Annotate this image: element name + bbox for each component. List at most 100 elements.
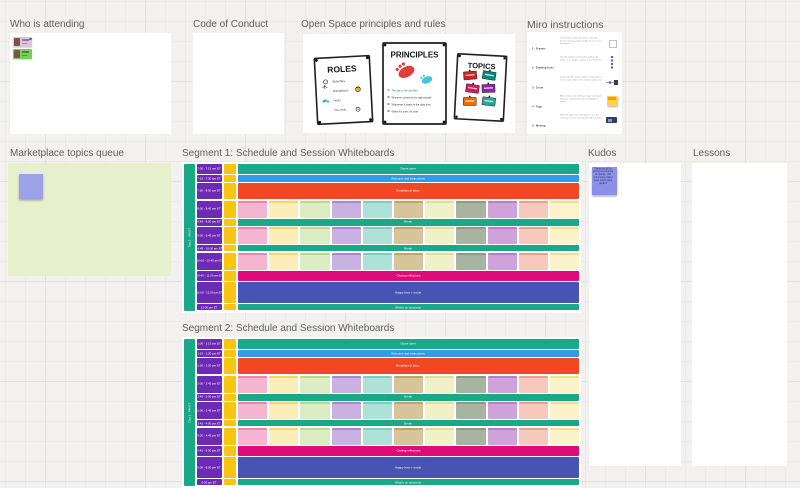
time-cell[interactable]: 10:45 - 11:00 am ET xyxy=(197,271,222,281)
schedule-band[interactable]: Happy hour + social xyxy=(238,457,579,479)
session-card[interactable] xyxy=(549,252,580,270)
session-card[interactable] xyxy=(393,252,424,270)
frame-marketplace-queue[interactable] xyxy=(8,163,171,276)
kudos-sticky-note[interactable]: Thank you all for joining and sharing so… xyxy=(592,167,617,195)
marketplace-sticky-note[interactable] xyxy=(19,174,43,199)
schedule-band[interactable]: What's on tomorrow xyxy=(238,304,579,311)
session-card[interactable] xyxy=(425,375,455,393)
schedule-band[interactable]: What's on tomorrow xyxy=(238,479,579,486)
time-cell[interactable]: 8:45 - 9:00 am ET xyxy=(197,219,222,226)
session-card[interactable] xyxy=(393,375,424,393)
session-card[interactable] xyxy=(549,427,580,445)
segment2-schedule-board[interactable]: Day 1 · PM ET 1:00 - 1:15 pm ET Doors open… xyxy=(182,337,581,488)
session-card[interactable] xyxy=(456,226,486,244)
session-card[interactable] xyxy=(331,427,361,445)
session-card[interactable] xyxy=(331,226,361,244)
schedule-band[interactable]: Closing reflections xyxy=(238,271,579,281)
schedule-band[interactable]: Break xyxy=(238,394,579,401)
session-card[interactable] xyxy=(518,401,548,419)
session-card[interactable] xyxy=(518,427,548,445)
flag-cell[interactable] xyxy=(224,245,236,252)
session-card[interactable] xyxy=(425,226,455,244)
flag-cell[interactable] xyxy=(224,252,236,270)
session-card[interactable] xyxy=(549,226,580,244)
session-card[interactable] xyxy=(487,226,517,244)
attendee-card[interactable] xyxy=(13,49,32,59)
session-card[interactable] xyxy=(518,226,548,244)
flag-cell[interactable] xyxy=(224,446,236,456)
session-card[interactable] xyxy=(362,200,392,218)
session-card[interactable] xyxy=(331,375,361,393)
frame-title-kudos[interactable]: Kudos xyxy=(588,148,617,159)
session-card[interactable] xyxy=(269,226,299,244)
session-card[interactable] xyxy=(425,200,455,218)
schedule-band[interactable]: Break xyxy=(238,420,579,427)
session-card[interactable] xyxy=(269,401,299,419)
session-card[interactable] xyxy=(269,375,299,393)
session-card[interactable] xyxy=(238,252,268,270)
frame-lessons[interactable] xyxy=(692,163,787,466)
frame-open-space-principles[interactable]: ROLES Butterflies Bumblebees Hosts The circ… xyxy=(303,34,515,133)
frame-title-miro-instructions[interactable]: Miro instructions xyxy=(527,19,604,31)
frame-kudos[interactable]: Thank you all for joining and sharing so… xyxy=(589,163,681,466)
time-cell[interactable]: 2:00 - 2:45 pm ET xyxy=(197,375,222,393)
session-card[interactable] xyxy=(331,401,361,419)
schedule-band[interactable]: Break xyxy=(238,245,579,252)
time-cell[interactable]: 1:00 - 1:15 pm ET xyxy=(197,339,222,349)
segment1-schedule-board[interactable]: Day 1 · AM ET 7:00 - 7:15 am ET Doors open… xyxy=(182,162,581,313)
flag-cell[interactable] xyxy=(224,375,236,393)
session-card[interactable] xyxy=(300,401,330,419)
session-card[interactable] xyxy=(549,375,580,393)
session-card[interactable] xyxy=(456,427,486,445)
schedule-band[interactable]: Happy hour + social xyxy=(238,282,579,304)
frame-title-lessons[interactable]: Lessons xyxy=(693,148,731,159)
session-card[interactable] xyxy=(300,200,330,218)
time-cell[interactable]: 6:00 pm ET xyxy=(197,479,222,486)
time-cell[interactable]: 2:45 - 3:00 pm ET xyxy=(197,394,222,401)
schedule-band[interactable]: Doors open xyxy=(238,164,579,174)
frame-title-marketplace[interactable]: Marketplace topics queue xyxy=(10,148,124,159)
session-card[interactable] xyxy=(331,200,361,218)
flag-cell[interactable] xyxy=(224,304,236,311)
session-card[interactable] xyxy=(238,401,268,419)
flag-cell[interactable] xyxy=(224,479,236,486)
flag-cell[interactable] xyxy=(224,226,236,244)
session-card[interactable] xyxy=(300,226,330,244)
schedule-band[interactable]: Closing reflections xyxy=(238,446,579,456)
session-card[interactable] xyxy=(487,427,517,445)
frame-miro-instructions[interactable]: 1 - Frames This board is split into frame… xyxy=(527,32,622,134)
time-cell[interactable]: 4:45 - 5:00 pm ET xyxy=(197,446,222,456)
session-card[interactable] xyxy=(269,252,299,270)
session-card[interactable] xyxy=(393,226,424,244)
session-card[interactable] xyxy=(238,375,268,393)
frame-title-who-is-attending[interactable]: Who is attending xyxy=(10,19,85,30)
flag-cell[interactable] xyxy=(224,164,236,174)
frame-title-open-space[interactable]: Open Space principles and rules xyxy=(301,19,446,30)
session-card[interactable] xyxy=(425,401,455,419)
time-cell[interactable]: 8:00 - 8:45 am ET xyxy=(197,200,222,218)
time-cell[interactable]: 7:00 - 7:15 am ET xyxy=(197,164,222,174)
time-cell[interactable]: 9:45 - 10:00 am ET xyxy=(197,245,222,252)
session-card[interactable] xyxy=(362,427,392,445)
session-card[interactable] xyxy=(549,401,580,419)
time-cell[interactable]: 5:00 - 6:00 pm ET xyxy=(197,457,222,479)
flag-cell[interactable] xyxy=(224,271,236,281)
flag-cell[interactable] xyxy=(224,401,236,419)
flag-cell[interactable] xyxy=(224,183,236,200)
session-card[interactable] xyxy=(487,401,517,419)
flag-cell[interactable] xyxy=(224,420,236,427)
flag-cell[interactable] xyxy=(224,349,236,357)
session-card[interactable] xyxy=(549,200,580,218)
session-card[interactable] xyxy=(518,200,548,218)
session-card[interactable] xyxy=(456,375,486,393)
time-cell[interactable]: 9:00 - 9:45 am ET xyxy=(197,226,222,244)
session-card[interactable] xyxy=(456,252,486,270)
session-card[interactable] xyxy=(518,375,548,393)
session-card[interactable] xyxy=(518,252,548,270)
flag-cell[interactable] xyxy=(224,358,236,375)
session-card[interactable] xyxy=(393,200,424,218)
session-card[interactable] xyxy=(456,401,486,419)
time-cell[interactable]: 4:00 - 4:45 pm ET xyxy=(197,427,222,445)
session-card[interactable] xyxy=(300,252,330,270)
